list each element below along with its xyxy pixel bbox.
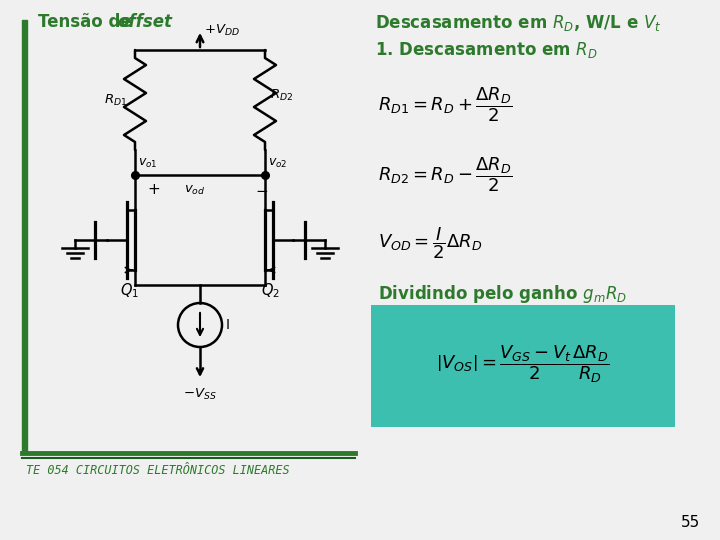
- Text: $R_{D1} = R_D + \dfrac{\Delta R_D}{2}$: $R_{D1} = R_D + \dfrac{\Delta R_D}{2}$: [378, 85, 513, 124]
- Text: Dividindo pelo ganho $g_m R_D$: Dividindo pelo ganho $g_m R_D$: [378, 283, 627, 305]
- Bar: [22, 20, 27, 452]
- Text: Tensão de: Tensão de: [38, 13, 138, 31]
- Text: $-$: $-$: [255, 183, 268, 198]
- FancyBboxPatch shape: [371, 305, 675, 427]
- Text: $R_{D2}$: $R_{D2}$: [270, 87, 293, 103]
- Text: $Q_2$: $Q_2$: [261, 281, 279, 300]
- Text: $v_{o1}$: $v_{o1}$: [138, 157, 158, 170]
- Text: $-V_{SS}$: $-V_{SS}$: [183, 387, 217, 402]
- Text: +$V_{DD}$: +$V_{DD}$: [204, 23, 240, 38]
- Text: $v_{o2}$: $v_{o2}$: [268, 157, 287, 170]
- Text: $Q_1$: $Q_1$: [120, 281, 140, 300]
- Text: 1. Descasamento em $R_D$: 1. Descasamento em $R_D$: [375, 40, 598, 60]
- Text: I: I: [226, 318, 230, 332]
- Text: $R_{D1}$: $R_{D1}$: [104, 92, 127, 107]
- Text: 55: 55: [680, 515, 700, 530]
- Text: $R_{D2} = R_D - \dfrac{\Delta R_D}{2}$: $R_{D2} = R_D - \dfrac{\Delta R_D}{2}$: [378, 155, 513, 194]
- Text: TE 054 CIRCUITOS ELETRÔNICOS LINEARES: TE 054 CIRCUITOS ELETRÔNICOS LINEARES: [26, 464, 289, 477]
- Text: $\left|V_{OS}\right| = \dfrac{V_{GS} - V_t}{2}\dfrac{\Delta R_D}{R_D}$: $\left|V_{OS}\right| = \dfrac{V_{GS} - V…: [436, 343, 610, 385]
- Text: +: +: [147, 183, 160, 198]
- Text: $V_{OD} = \dfrac{I}{2}\Delta R_D$: $V_{OD} = \dfrac{I}{2}\Delta R_D$: [378, 225, 482, 261]
- Text: offset: offset: [117, 13, 172, 31]
- Text: $v_{od}$: $v_{od}$: [184, 184, 206, 197]
- Text: Descasamento em $R_D$, W/L e $V_t$: Descasamento em $R_D$, W/L e $V_t$: [375, 13, 662, 33]
